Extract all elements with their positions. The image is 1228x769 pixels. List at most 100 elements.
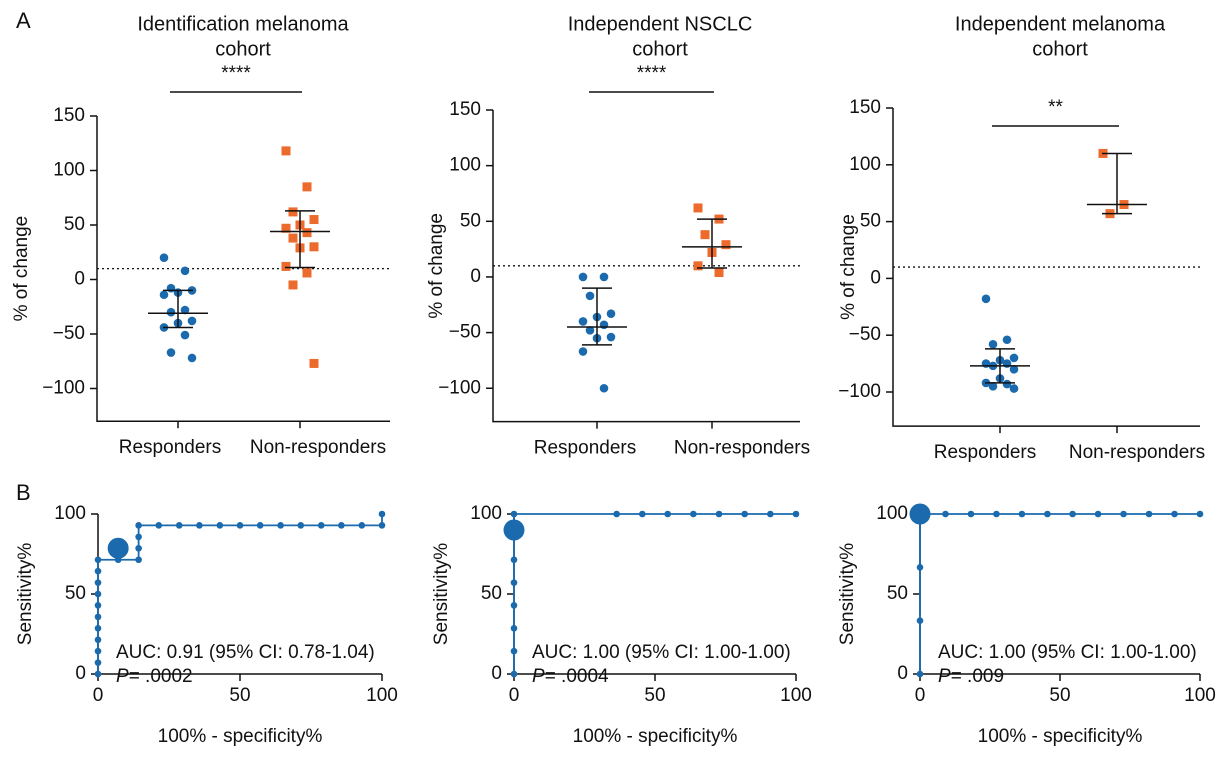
roc-point — [378, 510, 386, 518]
data-point — [1009, 364, 1019, 374]
x-tick-label: 0 — [915, 685, 926, 706]
chart-title: cohort — [1032, 38, 1088, 60]
roc-point — [297, 522, 305, 529]
data-point — [180, 330, 190, 340]
data-point — [187, 316, 197, 326]
data-point — [981, 294, 991, 304]
y-tick-label: 0 — [897, 663, 908, 684]
data-point — [288, 233, 298, 243]
y-tick-label: 100 — [876, 503, 908, 524]
roc-point — [196, 522, 203, 529]
roc-point — [510, 556, 518, 564]
roc-point — [94, 556, 102, 564]
roc-point — [94, 590, 102, 598]
y-tick-label: 0 — [74, 269, 85, 290]
roc-point — [277, 522, 284, 529]
data-point — [309, 215, 319, 225]
roc-point — [664, 510, 671, 518]
data-point — [585, 326, 595, 335]
data-point — [721, 240, 731, 250]
roc-point — [916, 617, 924, 625]
data-point — [302, 268, 312, 278]
roc-point — [236, 522, 244, 529]
data-point — [1002, 379, 1012, 389]
y-tick-label: 0 — [75, 663, 86, 684]
data-point — [714, 267, 724, 277]
y-tick-label: −50 — [53, 323, 85, 344]
panel-label: B — [16, 480, 31, 505]
roc-point — [510, 579, 518, 586]
y-tick-label: 150 — [849, 97, 881, 118]
data-point — [578, 347, 588, 356]
data-point — [281, 146, 291, 156]
p-symbol: P — [532, 666, 545, 687]
data-point — [180, 266, 190, 276]
roc-point — [256, 522, 264, 529]
y-axis-label: Sensitivity% — [837, 543, 858, 646]
y-tick-label: 50 — [887, 583, 908, 604]
roc-point — [378, 522, 386, 529]
y-tick-label: 0 — [470, 266, 481, 287]
roc-point — [916, 563, 924, 571]
p-text: = .009 — [951, 666, 1004, 687]
x-tick-label: Non-responders — [1069, 442, 1205, 463]
chart-title: Independent NSCLC — [568, 13, 753, 35]
y-tick-label: 50 — [65, 583, 86, 604]
roc-point — [690, 510, 697, 518]
roc-point — [94, 624, 102, 632]
x-tick-label: Responders — [119, 437, 221, 458]
roc-point — [1196, 510, 1204, 518]
y-axis-label: % of change — [11, 216, 32, 322]
data-point — [988, 382, 998, 391]
roc-point — [94, 567, 102, 575]
x-tick-label: 100 — [366, 685, 398, 706]
roc-point — [613, 510, 620, 518]
roc-point — [967, 510, 975, 518]
roc-point — [510, 670, 518, 678]
y-tick-label: 100 — [449, 155, 481, 176]
y-tick-label: −50 — [449, 322, 481, 343]
p-text: = .0002 — [129, 666, 193, 687]
data-point — [700, 230, 710, 240]
data-point — [166, 348, 176, 357]
y-axis-label: % of change — [838, 214, 859, 320]
data-point — [1009, 353, 1019, 363]
roc-point — [155, 522, 163, 529]
roc-point — [741, 510, 748, 518]
data-point — [599, 320, 609, 330]
roc-point — [94, 647, 102, 655]
roc-point — [94, 636, 102, 644]
x-tick-label: Responders — [534, 438, 636, 459]
y-tick-label: 50 — [460, 210, 481, 231]
x-tick-label: 0 — [509, 685, 520, 706]
roc-point — [639, 510, 646, 518]
y-tick-label: 0 — [870, 267, 881, 288]
x-tick-label: 100 — [1184, 685, 1216, 706]
roc-point — [1094, 510, 1102, 518]
chart-title: Identification melanoma — [137, 13, 349, 35]
y-tick-label: −100 — [42, 378, 85, 399]
roc-point — [94, 579, 102, 586]
roc-point — [767, 510, 774, 518]
x-axis-label: 100% - specificity% — [158, 726, 323, 747]
x-axis-label: 100% - specificity% — [978, 726, 1143, 747]
roc-point — [94, 670, 102, 678]
data-point — [302, 182, 312, 192]
data-point — [599, 272, 609, 282]
optimal-point — [503, 519, 525, 541]
roc-point — [135, 522, 142, 529]
data-point — [606, 309, 616, 318]
roc-point — [510, 510, 518, 518]
roc-point — [792, 510, 800, 518]
p-value-label: P= .0002 — [116, 666, 193, 687]
p-value-label: P= .009 — [938, 666, 1004, 687]
roc-point — [94, 602, 102, 609]
significance-label: **** — [221, 63, 251, 84]
y-axis-label: % of change — [426, 213, 447, 319]
data-point — [693, 203, 703, 213]
data-point — [180, 305, 190, 315]
data-point — [988, 339, 998, 349]
data-point — [309, 358, 319, 368]
roc-point — [510, 624, 518, 632]
